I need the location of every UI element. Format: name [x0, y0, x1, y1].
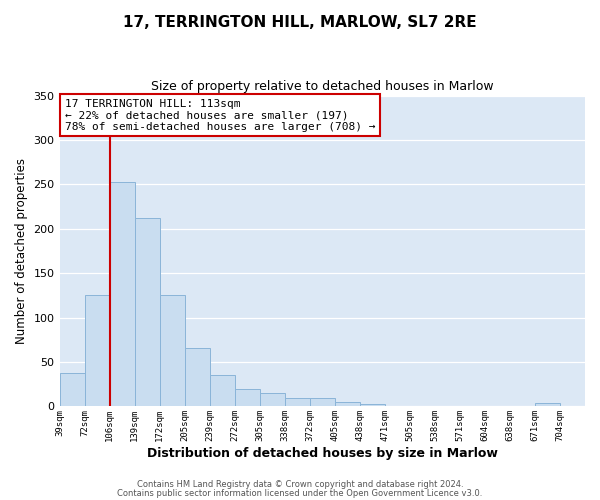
Bar: [209, 376, 235, 406]
Bar: [310, 398, 335, 406]
Bar: [360, 404, 385, 406]
Bar: [134, 218, 160, 406]
Text: Contains public sector information licensed under the Open Government Licence v3: Contains public sector information licen…: [118, 490, 482, 498]
Title: Size of property relative to detached houses in Marlow: Size of property relative to detached ho…: [151, 80, 494, 93]
Text: 17, TERRINGTON HILL, MARLOW, SL7 2RE: 17, TERRINGTON HILL, MARLOW, SL7 2RE: [123, 15, 477, 30]
Bar: [285, 398, 310, 406]
Bar: [335, 402, 360, 406]
Bar: [59, 372, 85, 406]
Bar: [85, 296, 110, 406]
Bar: [110, 182, 134, 406]
Text: Contains HM Land Registry data © Crown copyright and database right 2024.: Contains HM Land Registry data © Crown c…: [137, 480, 463, 489]
Bar: [185, 348, 209, 406]
Text: 17 TERRINGTON HILL: 113sqm
← 22% of detached houses are smaller (197)
78% of sem: 17 TERRINGTON HILL: 113sqm ← 22% of deta…: [65, 98, 375, 132]
Bar: [535, 403, 560, 406]
Y-axis label: Number of detached properties: Number of detached properties: [15, 158, 28, 344]
Bar: [260, 393, 285, 406]
X-axis label: Distribution of detached houses by size in Marlow: Distribution of detached houses by size …: [147, 447, 498, 460]
Bar: [235, 388, 260, 406]
Bar: [160, 296, 185, 406]
